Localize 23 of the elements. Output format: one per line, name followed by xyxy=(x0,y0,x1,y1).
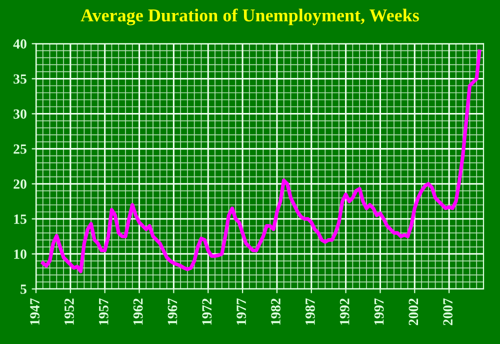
y-tick-label: 20 xyxy=(14,179,26,189)
chart-title: Average Duration of Unemployment, Weeks xyxy=(80,8,419,26)
x-tick-label: 2007 xyxy=(443,298,453,326)
y-tick-label: 10 xyxy=(14,250,26,259)
x-tick-label: 1972 xyxy=(202,298,212,325)
x-tick-label: 1967 xyxy=(168,298,178,325)
x-tick-label: 1987 xyxy=(305,298,315,325)
x-tick-label: 1982 xyxy=(271,298,280,325)
x-tick-label: 1957 xyxy=(98,298,108,325)
y-tick-label: 15 xyxy=(14,214,26,224)
x-tick-label: 1947 xyxy=(30,298,40,325)
x-tick-label: 1992 xyxy=(340,298,350,325)
x-tick-label: 2002 xyxy=(408,298,418,326)
y-tick-label: 5 xyxy=(20,284,26,294)
y-tick-label: 25 xyxy=(14,144,26,154)
x-tick-label: 1952 xyxy=(64,298,74,325)
y-tick-label: 40 xyxy=(13,39,26,49)
y-tick-label: 35 xyxy=(14,74,26,84)
x-tick-label: 1997 xyxy=(374,298,384,325)
x-tick-label: 1962 xyxy=(133,298,143,325)
x-tick-label: 1977 xyxy=(236,298,246,325)
y-tick-label: 30 xyxy=(14,109,26,119)
line-series xyxy=(41,50,482,274)
